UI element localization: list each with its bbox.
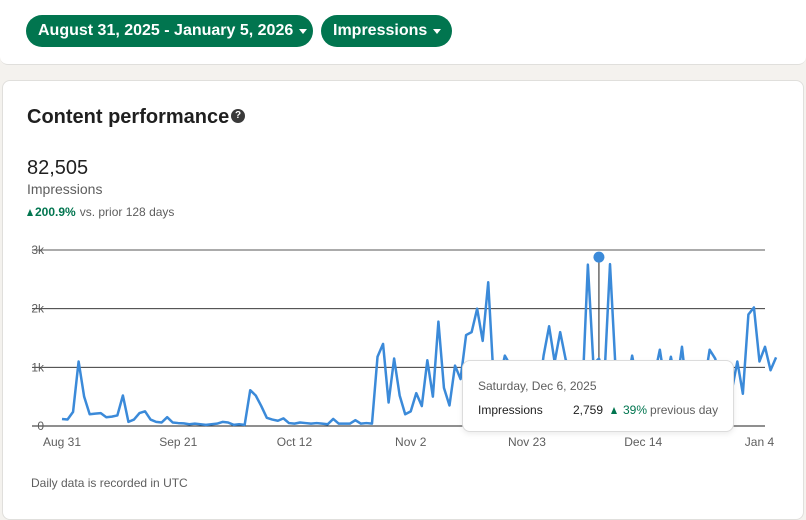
metric-label: Impressions (27, 181, 103, 197)
change-text: vs. prior 128 days (79, 205, 175, 219)
tooltip-value: 2,759 (573, 403, 604, 417)
trend-up-icon (611, 406, 617, 414)
tooltip-change: 39% previous day (611, 403, 718, 417)
content-performance-card: Content performance ? 82,505 Impressions… (2, 80, 804, 520)
tooltip-change-text: previous day (650, 403, 719, 417)
tooltip-change-percent: 39% (623, 403, 648, 417)
total-impressions: 82,505 (27, 157, 89, 179)
caret-down-icon (299, 28, 308, 34)
y-tick-label: 1k (31, 360, 45, 374)
filter-bar: August 31, 2025 - January 5, 2026 Impres… (0, 0, 806, 65)
metric-dropdown[interactable]: Impressions (321, 15, 452, 47)
x-tick-label: Dec 14 (624, 435, 662, 449)
change-percent: 200.9% (35, 205, 76, 219)
utc-footnote: Daily data is recorded in UTC (31, 476, 188, 490)
x-tick-label: Jan 4 (745, 435, 775, 449)
tooltip-date: Saturday, Dec 6, 2025 (478, 379, 597, 393)
trend-up-icon (27, 208, 33, 216)
caret-down-icon (433, 28, 442, 34)
date-range-label: August 31, 2025 - January 5, 2026 (38, 22, 294, 39)
x-tick-label: Sep 21 (159, 435, 197, 449)
change-row: 200.9% vs. prior 128 days (27, 205, 174, 219)
y-tick-label: 0 (37, 419, 44, 433)
help-icon[interactable]: ? (231, 109, 245, 123)
chart-tooltip: Saturday, Dec 6, 2025 Impressions 2,759 … (462, 360, 734, 432)
x-tick-label: Nov 23 (508, 435, 546, 449)
card-title: Content performance (27, 106, 230, 128)
highlight-point (593, 251, 605, 263)
tooltip-metric: Impressions (478, 403, 543, 417)
x-tick-label: Nov 2 (395, 435, 427, 449)
x-tick-label: Oct 12 (277, 435, 313, 449)
y-tick-label: 2k (31, 302, 45, 316)
x-tick-label: Aug 31 (43, 435, 81, 449)
date-range-dropdown[interactable]: August 31, 2025 - January 5, 2026 (26, 15, 313, 47)
y-tick-label: 3k (31, 243, 45, 257)
metric-dropdown-label: Impressions (333, 22, 428, 39)
